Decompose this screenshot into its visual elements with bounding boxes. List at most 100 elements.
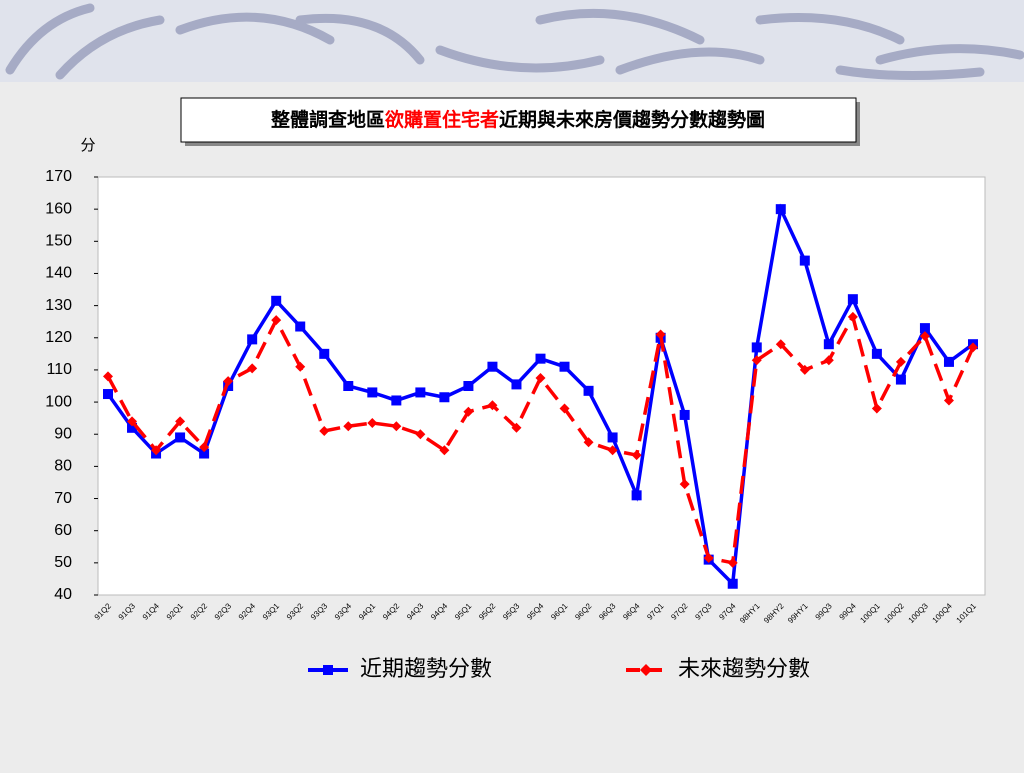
legend-marker <box>640 664 652 676</box>
title-part-highlight: 欲購置住宅者 <box>384 108 499 131</box>
x-tick-label: 93Q3 <box>309 601 330 622</box>
marker <box>367 387 378 398</box>
x-tick-label: 100Q2 <box>882 601 906 625</box>
x-tick-label: 92Q1 <box>165 601 186 622</box>
x-tick-label: 97Q2 <box>669 601 690 622</box>
x-tick-label: 97Q4 <box>717 601 738 622</box>
marker <box>391 421 402 432</box>
marker <box>511 422 522 433</box>
marker <box>415 387 426 398</box>
y-tick-label: 40 <box>54 586 72 603</box>
x-tick-label: 95Q2 <box>477 601 498 622</box>
x-tick-label: 95Q4 <box>525 601 546 622</box>
x-tick-label: 96Q2 <box>573 601 594 622</box>
marker <box>439 392 450 403</box>
marker <box>775 204 786 215</box>
marker <box>199 448 210 459</box>
marker <box>799 364 810 375</box>
x-tick-label: 100Q3 <box>906 601 930 625</box>
marker <box>631 450 642 461</box>
y-tick-label: 50 <box>54 554 72 571</box>
x-tick-label: 94Q2 <box>381 601 402 622</box>
x-tick-label: 99Q4 <box>838 601 859 622</box>
marker <box>271 315 282 326</box>
marker <box>727 557 738 568</box>
x-tick-label: 91Q3 <box>117 601 138 622</box>
legend-marker <box>323 665 333 675</box>
marker <box>295 321 306 332</box>
x-tick-label: 97Q3 <box>693 601 714 622</box>
marker <box>103 371 113 382</box>
marker <box>968 342 978 353</box>
marker <box>679 409 690 420</box>
y-tick-label: 120 <box>45 329 72 346</box>
x-tick-label: 97Q1 <box>645 601 666 622</box>
marker <box>175 416 186 427</box>
marker <box>343 381 354 391</box>
y-axis-label: 分 <box>80 136 95 154</box>
y-tick-label: 140 <box>45 265 72 282</box>
x-tick-label: 100Q4 <box>931 601 955 625</box>
marker <box>127 416 138 427</box>
legend-label: 近期趨勢分數 <box>360 657 492 682</box>
marker <box>775 339 786 350</box>
marker <box>871 348 882 359</box>
marker <box>103 389 113 400</box>
y-tick-label: 60 <box>54 522 72 539</box>
marker <box>727 578 738 589</box>
marker <box>391 395 402 406</box>
x-tick-label: 91Q2 <box>93 601 114 622</box>
plot-area <box>97 176 986 596</box>
y-tick-label: 70 <box>54 490 72 507</box>
marker <box>511 379 522 390</box>
x-tick-label: 101Q1 <box>955 601 979 625</box>
marker <box>175 432 186 443</box>
marker <box>319 426 330 437</box>
marker <box>535 353 546 364</box>
y-tick-label: 150 <box>45 233 72 250</box>
marker <box>871 403 882 414</box>
x-tick-label: 99HY1 <box>786 601 810 625</box>
x-tick-label: 94Q1 <box>357 601 378 622</box>
y-tick-label: 100 <box>45 393 72 410</box>
marker <box>823 339 834 350</box>
marker <box>895 356 906 367</box>
marker <box>823 355 834 366</box>
x-tick-label: 95Q1 <box>453 601 474 622</box>
marker <box>919 331 930 342</box>
marker <box>751 355 762 366</box>
marker <box>943 356 954 367</box>
marker <box>319 348 330 359</box>
marker <box>607 445 618 456</box>
marker <box>127 422 138 433</box>
marker <box>151 445 162 456</box>
x-tick-label: 91Q4 <box>141 601 162 622</box>
marker <box>679 479 690 490</box>
y-tick-label: 90 <box>54 425 72 442</box>
x-tick-label: 99Q3 <box>814 601 835 622</box>
decoration <box>0 0 1024 82</box>
y-tick-label: 160 <box>45 200 72 217</box>
x-tick-label: 93Q1 <box>261 601 282 622</box>
marker <box>487 361 498 372</box>
marker <box>463 381 474 391</box>
marker <box>607 432 618 443</box>
marker <box>247 334 258 345</box>
marker <box>895 374 906 385</box>
x-tick-label: 96Q3 <box>597 601 618 622</box>
x-tick-label: 92Q4 <box>237 601 258 622</box>
x-tick-label: 98HY1 <box>738 601 762 625</box>
x-tick-label: 94Q3 <box>405 601 426 622</box>
legend-label: 未來趨勢分數 <box>678 657 810 682</box>
marker <box>703 553 714 564</box>
marker <box>847 294 858 305</box>
marker <box>655 329 666 340</box>
title-part: 近期與未來房價趨勢分數趨勢圖 <box>499 108 765 131</box>
marker <box>583 385 594 396</box>
y-tick-label: 170 <box>45 168 72 185</box>
x-tick-label: 100Q1 <box>858 601 882 625</box>
marker <box>343 421 354 432</box>
marker <box>535 372 546 383</box>
x-tick-label: 92Q3 <box>213 601 234 622</box>
